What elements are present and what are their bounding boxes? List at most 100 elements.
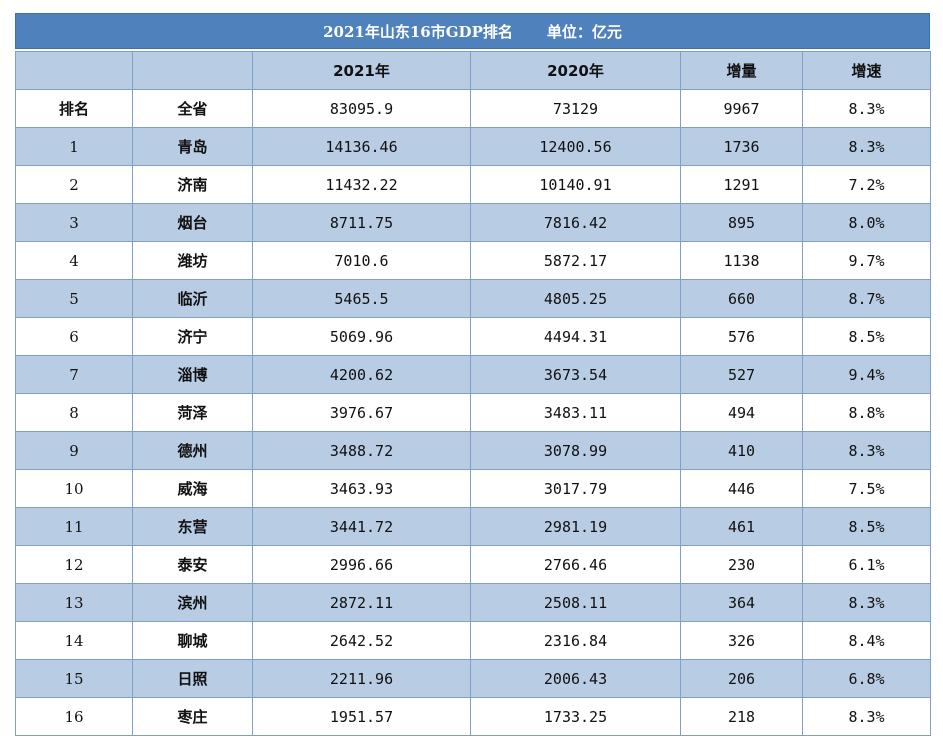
city-cell: 青岛: [132, 127, 253, 166]
increase-cell: 218: [680, 697, 803, 736]
gdp-2020-cell: 3078.99: [470, 431, 681, 470]
growth-cell: 9.4%: [802, 355, 931, 394]
gdp-2020-cell: 1733.25: [470, 697, 681, 736]
city-cell: 日照: [132, 659, 253, 698]
growth-cell: 8.4%: [802, 621, 931, 660]
total-growth: 8.3%: [802, 89, 931, 128]
gdp-2021-cell: 5465.5: [252, 279, 471, 318]
gdp-2021-cell: 11432.22: [252, 165, 471, 204]
gdp-2021-cell: 8711.75: [252, 203, 471, 242]
increase-cell: 527: [680, 355, 803, 394]
city-cell: 临沂: [132, 279, 253, 318]
total-gdp-2021: 83095.9: [252, 89, 471, 128]
rank-cell: 4: [15, 241, 133, 280]
gdp-2021-cell: 5069.96: [252, 317, 471, 356]
gdp-2020-cell: 2981.19: [470, 507, 681, 546]
growth-cell: 8.3%: [802, 583, 931, 622]
growth-cell: 8.0%: [802, 203, 931, 242]
growth-cell: 8.7%: [802, 279, 931, 318]
rank-cell: 14: [15, 621, 133, 660]
gdp-2021-cell: 2872.11: [252, 583, 471, 622]
header-cell-city: [132, 51, 253, 90]
city-cell: 德州: [132, 431, 253, 470]
table-row: 3 烟台 8711.75 7816.42 895 8.0%: [15, 203, 931, 242]
growth-cell: 8.3%: [802, 127, 931, 166]
growth-cell: 8.5%: [802, 317, 931, 356]
increase-cell: 364: [680, 583, 803, 622]
table-row: 8 菏泽 3976.67 3483.11 494 8.8%: [15, 393, 931, 432]
gdp-2020-cell: 2316.84: [470, 621, 681, 660]
total-increase: 9967: [680, 89, 803, 128]
gdp-2020-cell: 4494.31: [470, 317, 681, 356]
header-cell-rank: [15, 51, 133, 90]
gdp-2020-cell: 4805.25: [470, 279, 681, 318]
table-row: 12 泰安 2996.66 2766.46 230 6.1%: [15, 545, 931, 584]
increase-cell: 1291: [680, 165, 803, 204]
table-row: 4 潍坊 7010.6 5872.17 1138 9.7%: [15, 241, 931, 280]
header-cell-increase: 增量: [680, 51, 803, 90]
increase-cell: 230: [680, 545, 803, 584]
table-row: 14 聊城 2642.52 2316.84 326 8.4%: [15, 621, 931, 660]
rank-cell: 2: [15, 165, 133, 204]
growth-cell: 8.8%: [802, 393, 931, 432]
gdp-2020-cell: 3483.11: [470, 393, 681, 432]
total-row: 排名 全省 83095.9 73129 9967 8.3%: [15, 89, 931, 128]
city-cell: 潍坊: [132, 241, 253, 280]
gdp-2020-cell: 2006.43: [470, 659, 681, 698]
rank-cell: 3: [15, 203, 133, 242]
increase-cell: 895: [680, 203, 803, 242]
rank-cell: 5: [15, 279, 133, 318]
gdp-2021-cell: 2996.66: [252, 545, 471, 584]
table-row: 15 日照 2211.96 2006.43 206 6.8%: [15, 659, 931, 698]
table-row: 2 济南 11432.22 10140.91 1291 7.2%: [15, 165, 931, 204]
rank-cell: 16: [15, 697, 133, 736]
increase-cell: 410: [680, 431, 803, 470]
header-cell-2020: 2020年: [470, 51, 681, 90]
gdp-2021-cell: 3976.67: [252, 393, 471, 432]
gdp-2020-cell: 5872.17: [470, 241, 681, 280]
increase-cell: 660: [680, 279, 803, 318]
rank-cell: 8: [15, 393, 133, 432]
rank-cell: 7: [15, 355, 133, 394]
table-row: 6 济宁 5069.96 4494.31 576 8.5%: [15, 317, 931, 356]
table-row: 11 东营 3441.72 2981.19 461 8.5%: [15, 507, 931, 546]
rank-cell: 6: [15, 317, 133, 356]
gdp-table: 2021年 2020年 增量 增速 排名 全省 83095.9 73129 99…: [15, 51, 931, 736]
table-row: 5 临沂 5465.5 4805.25 660 8.7%: [15, 279, 931, 318]
rank-cell: 11: [15, 507, 133, 546]
gdp-2020-cell: 12400.56: [470, 127, 681, 166]
gdp-2020-cell: 3017.79: [470, 469, 681, 508]
growth-cell: 8.3%: [802, 697, 931, 736]
table-row: 7 淄博 4200.62 3673.54 527 9.4%: [15, 355, 931, 394]
rank-cell: 1: [15, 127, 133, 166]
table-title: 2021年山东16市GDP排名: [323, 22, 513, 41]
city-cell: 烟台: [132, 203, 253, 242]
growth-cell: 8.3%: [802, 431, 931, 470]
increase-cell: 494: [680, 393, 803, 432]
gdp-2020-cell: 3673.54: [470, 355, 681, 394]
rank-cell: 15: [15, 659, 133, 698]
increase-cell: 461: [680, 507, 803, 546]
growth-cell: 6.1%: [802, 545, 931, 584]
table-row: 16 枣庄 1951.57 1733.25 218 8.3%: [15, 697, 931, 736]
city-cell: 淄博: [132, 355, 253, 394]
rank-cell: 12: [15, 545, 133, 584]
growth-cell: 7.2%: [802, 165, 931, 204]
gdp-2021-cell: 4200.62: [252, 355, 471, 394]
gdp-2020-cell: 2766.46: [470, 545, 681, 584]
gdp-2020-cell: 10140.91: [470, 165, 681, 204]
city-cell: 枣庄: [132, 697, 253, 736]
total-gdp-2020: 73129: [470, 89, 681, 128]
header-row: 2021年 2020年 增量 增速: [15, 51, 931, 90]
gdp-2021-cell: 3488.72: [252, 431, 471, 470]
increase-cell: 326: [680, 621, 803, 660]
gdp-2020-cell: 7816.42: [470, 203, 681, 242]
table-row: 10 威海 3463.93 3017.79 446 7.5%: [15, 469, 931, 508]
increase-cell: 576: [680, 317, 803, 356]
city-cell: 济南: [132, 165, 253, 204]
growth-cell: 6.8%: [802, 659, 931, 698]
gdp-ranking-table-container: 2021年山东16市GDP排名 单位：亿元 2021年 2020年 增量 增速 …: [15, 13, 931, 736]
gdp-2021-cell: 1951.57: [252, 697, 471, 736]
growth-cell: 7.5%: [802, 469, 931, 508]
table-unit: 单位：亿元: [546, 22, 622, 41]
